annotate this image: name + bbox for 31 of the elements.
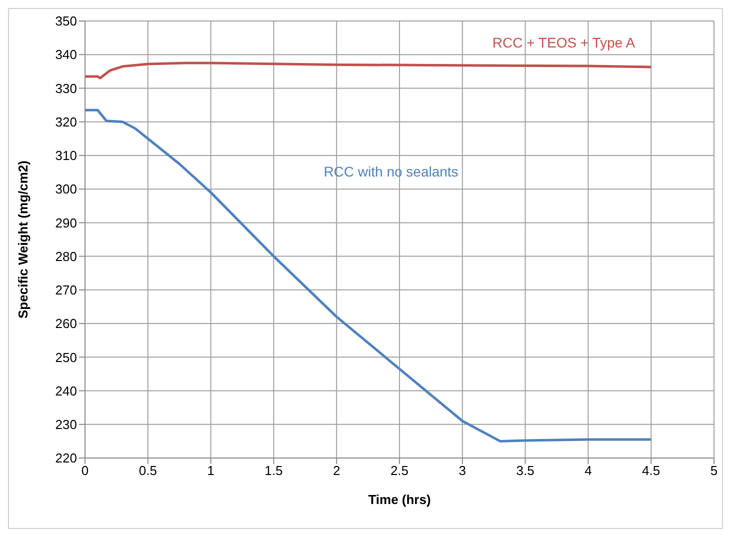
x-axis-title: Time (hrs): [368, 492, 431, 507]
series-label: RCC + TEOS + Type A: [492, 34, 636, 50]
text: RCC with no sealants: [324, 163, 458, 180]
y-tick-label: 260: [55, 316, 77, 332]
y-tick-label: 250: [55, 350, 77, 365]
y-tick-label: 270: [55, 282, 77, 298]
x-tick-label: 0.5: [138, 463, 157, 478]
y-tick-label: 220: [55, 450, 77, 466]
x-tick-label: 2: [332, 463, 340, 478]
x-tick-label: 1: [207, 463, 214, 478]
y-tick-label: 330: [55, 80, 77, 96]
x-tick-label: 0: [81, 463, 89, 478]
x-tick-label: 4: [584, 463, 592, 478]
y-tick-label: 350: [55, 14, 77, 29]
x-tick-label: 3.5: [516, 463, 534, 478]
line-series: [85, 62, 652, 80]
x-tick-label: 1.5: [264, 463, 283, 478]
y-tick-label: 290: [55, 215, 77, 230]
x-tick-label: 5: [710, 463, 718, 478]
x-tick-label: 2.5: [390, 463, 409, 478]
line-series: [85, 108, 652, 442]
y-tick-label: 300: [55, 182, 77, 197]
x-tick-label: 3: [458, 463, 466, 478]
y-tick-label: 230: [55, 417, 77, 432]
x-tick-label: 4.5: [642, 463, 660, 478]
y-tick-label: 310: [55, 148, 77, 164]
y-tick-label: 320: [55, 114, 77, 130]
y-axis-title: Specific Weight (mg/cm2): [16, 160, 31, 318]
y-tick-label: 280: [55, 248, 77, 264]
y-tick-label: 240: [55, 383, 77, 398]
y-tick-label: 340: [55, 47, 77, 62]
